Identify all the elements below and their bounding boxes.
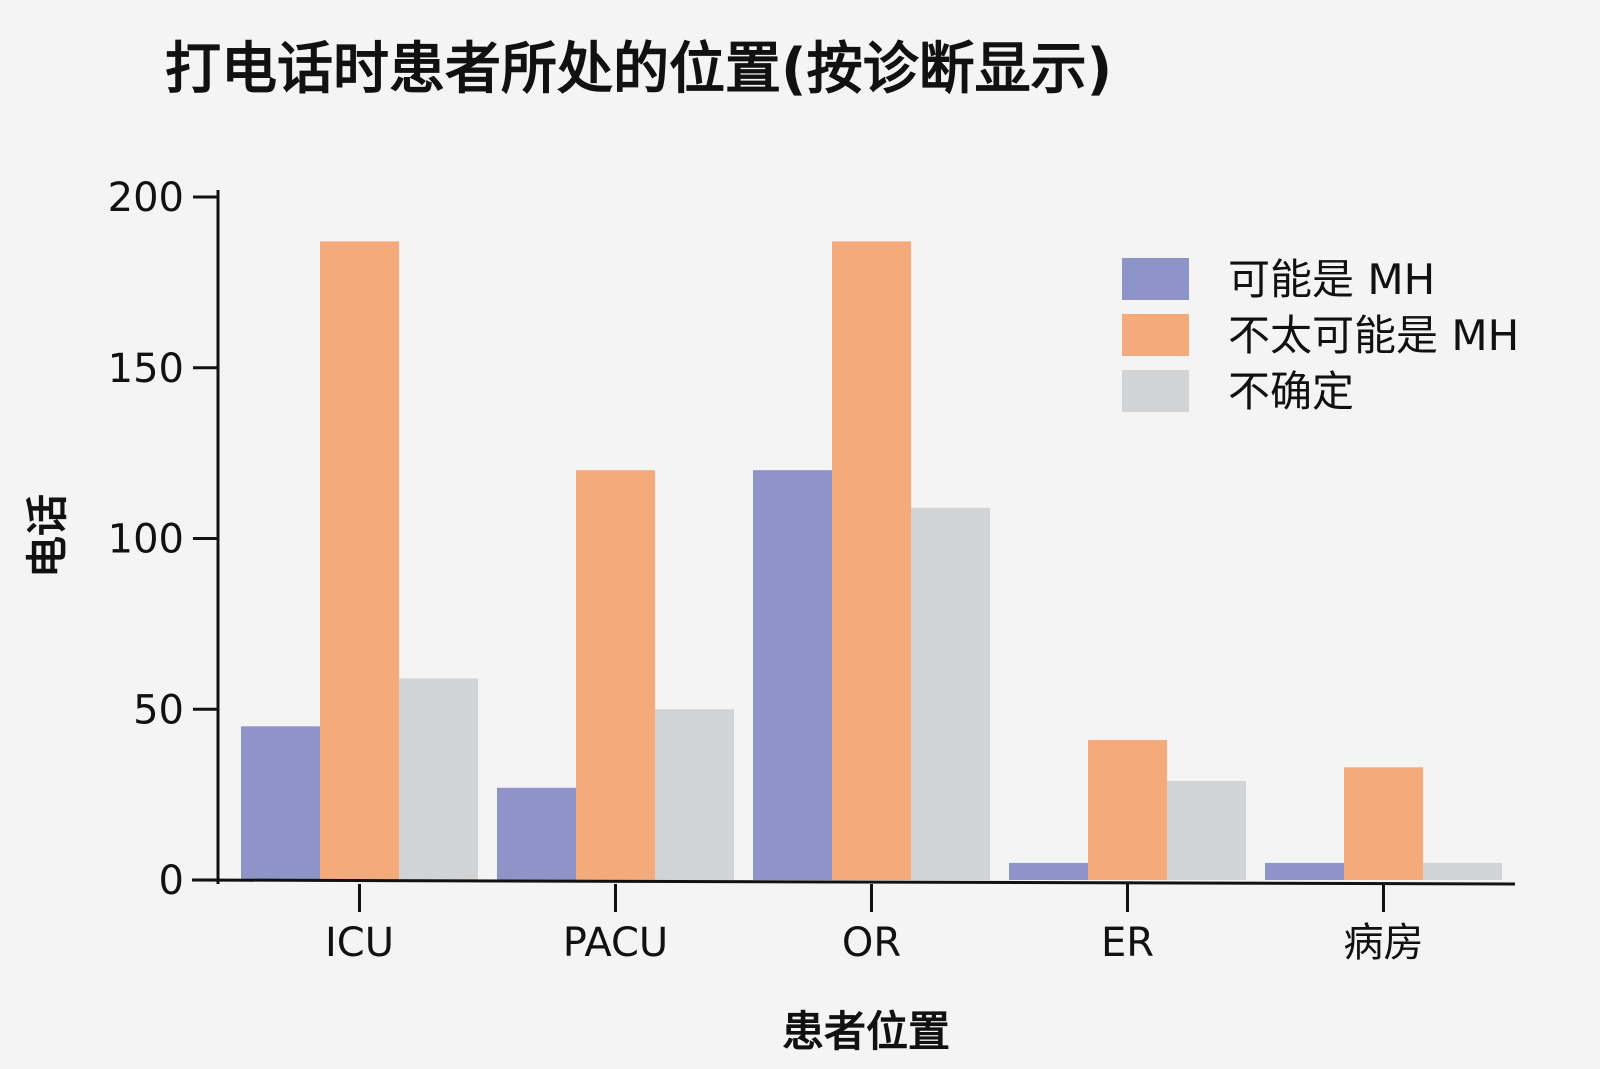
bar-病房-series-2 [1423,862,1502,880]
legend-label-2: 不确定 [1228,367,1354,416]
x-tick-label-0: ICU [325,920,394,966]
y-axis-label: 电话 [23,494,72,578]
bar-病房-series-0 [1265,862,1344,880]
bar-OR-series-1 [832,241,911,880]
y-ticks-layer: 0 50 100 150 200 [108,175,218,904]
legend-swatch-0 [1122,258,1189,300]
bar-病房-series-1 [1344,767,1423,880]
bar-ER-series-0 [1009,862,1088,880]
bar-OR-series-2 [911,507,990,880]
y-tick-label-100: 100 [108,517,184,563]
bar-ICU-series-1 [320,241,399,880]
bar-OR-series-0 [753,470,832,880]
y-tick-label-150: 150 [108,346,184,392]
bar-PACU-series-0 [497,787,576,880]
bar-ER-series-1 [1088,739,1167,880]
bar-ER-series-2 [1167,780,1246,880]
legend-label-1: 不太可能是 MH [1228,311,1519,360]
chart-title: 打电话时患者所处的位置(按诊断显示) [165,37,1112,102]
x-tick-label-1: PACU [563,920,668,966]
y-tick-label-50: 50 [133,687,184,733]
x-ticks-layer: ICU PACU OR ER 病房 [325,884,1424,966]
x-tick-label-3: ER [1101,920,1154,966]
y-tick-label-0: 0 [159,858,184,904]
bar-ICU-series-2 [399,678,478,880]
y-tick-label-200: 200 [108,175,184,221]
bar-PACU-series-1 [576,470,655,880]
bar-PACU-series-2 [655,709,734,880]
legend-swatch-2 [1122,370,1189,412]
legend-swatch-1 [1122,314,1189,356]
x-tick-label-4: 病房 [1344,920,1424,966]
x-tick-label-2: OR [842,920,901,966]
x-axis-label: 患者位置 [782,1007,950,1056]
bars-layer [241,241,1502,880]
legend-label-0: 可能是 MH [1228,255,1435,304]
bar-ICU-series-0 [241,726,320,880]
legend: 可能是 MH 不太可能是 MH 不确定 [1122,255,1519,416]
x-axis-line [191,878,1516,886]
